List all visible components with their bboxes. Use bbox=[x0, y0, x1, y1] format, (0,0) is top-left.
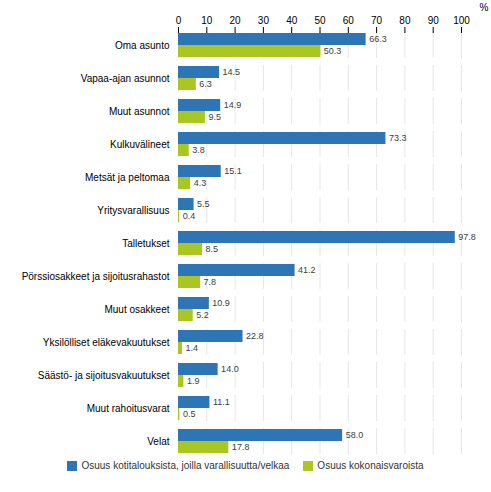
svg-text:97.8: 97.8 bbox=[458, 232, 476, 242]
svg-text:14.5: 14.5 bbox=[223, 67, 241, 77]
svg-text:14.0: 14.0 bbox=[221, 364, 239, 374]
svg-text:Velat: Velat bbox=[147, 436, 169, 447]
html-text:Osuus kotitalouksista, joilla: Osuus kotitalouksista, joilla varallisuu… bbox=[81, 460, 290, 471]
svg-text:40: 40 bbox=[286, 15, 298, 26]
svg-text:Pörssiosakkeet ja sijoitusraha: Pörssiosakkeet ja sijoitusrahastot bbox=[22, 271, 170, 282]
svg-text:60: 60 bbox=[343, 15, 355, 26]
svg-text:Metsät ja peltomaa: Metsät ja peltomaa bbox=[85, 172, 170, 183]
svg-text:%: % bbox=[480, 2, 489, 13]
svg-text:8.5: 8.5 bbox=[206, 244, 219, 254]
svg-text:90: 90 bbox=[428, 15, 440, 26]
svg-text:17.8: 17.8 bbox=[232, 442, 250, 452]
svg-text:22.8: 22.8 bbox=[246, 331, 264, 341]
svg-text:80: 80 bbox=[399, 15, 411, 26]
svg-text:70: 70 bbox=[371, 15, 383, 26]
svg-text:Yritysvarallisuus: Yritysvarallisuus bbox=[97, 205, 169, 216]
svg-text:Muut osakkeet: Muut osakkeet bbox=[104, 304, 169, 315]
svg-text:Oma asunto: Oma asunto bbox=[115, 40, 170, 51]
svg-text:11.1: 11.1 bbox=[213, 397, 230, 407]
svg-text:73.3: 73.3 bbox=[389, 133, 407, 143]
svg-text:0.4: 0.4 bbox=[183, 211, 196, 221]
svg-text:Säästö- ja sijoitusvakuutukset: Säästö- ja sijoitusvakuutukset bbox=[38, 370, 170, 381]
svg-text:0: 0 bbox=[176, 15, 182, 26]
svg-text:15.1: 15.1 bbox=[224, 166, 242, 176]
svg-text:58.0: 58.0 bbox=[346, 430, 364, 440]
svg-text:5.2: 5.2 bbox=[196, 310, 209, 320]
svg-text:3.8: 3.8 bbox=[192, 145, 205, 155]
svg-text:6.3: 6.3 bbox=[199, 79, 212, 89]
svg-text:9.5: 9.5 bbox=[208, 112, 221, 122]
svg-text:1.9: 1.9 bbox=[187, 376, 200, 386]
svg-text:4.3: 4.3 bbox=[194, 178, 207, 188]
svg-text:50: 50 bbox=[314, 15, 326, 26]
svg-text:10.9: 10.9 bbox=[212, 298, 230, 308]
svg-text:7.8: 7.8 bbox=[204, 277, 217, 287]
svg-text:5.5: 5.5 bbox=[197, 199, 210, 209]
svg-text:Muut rahoitusvarat: Muut rahoitusvarat bbox=[87, 403, 170, 414]
svg-text:Talletukset: Talletukset bbox=[122, 238, 169, 249]
svg-text:0.5: 0.5 bbox=[183, 409, 196, 419]
html-text:Osuus kokonaisvaroista: Osuus kokonaisvaroista bbox=[317, 460, 424, 471]
svg-text:Kulkuvälineet: Kulkuvälineet bbox=[110, 139, 170, 150]
svg-text:Muut asunnot: Muut asunnot bbox=[109, 106, 170, 117]
svg-text:Yksilölliset eläkevakuutukset: Yksilölliset eläkevakuutukset bbox=[43, 337, 170, 348]
svg-text:30: 30 bbox=[258, 15, 270, 26]
svg-text:14.9: 14.9 bbox=[224, 100, 242, 110]
svg-text:100: 100 bbox=[453, 15, 470, 26]
svg-text:20: 20 bbox=[230, 15, 242, 26]
svg-text:Vapaa-ajan asunnot: Vapaa-ajan asunnot bbox=[81, 73, 170, 84]
svg-text:41.2: 41.2 bbox=[298, 265, 316, 275]
svg-text:10: 10 bbox=[201, 15, 213, 26]
svg-text:1.4: 1.4 bbox=[185, 343, 198, 353]
svg-text:50.3: 50.3 bbox=[324, 46, 342, 56]
svg-text:66.3: 66.3 bbox=[369, 34, 387, 44]
